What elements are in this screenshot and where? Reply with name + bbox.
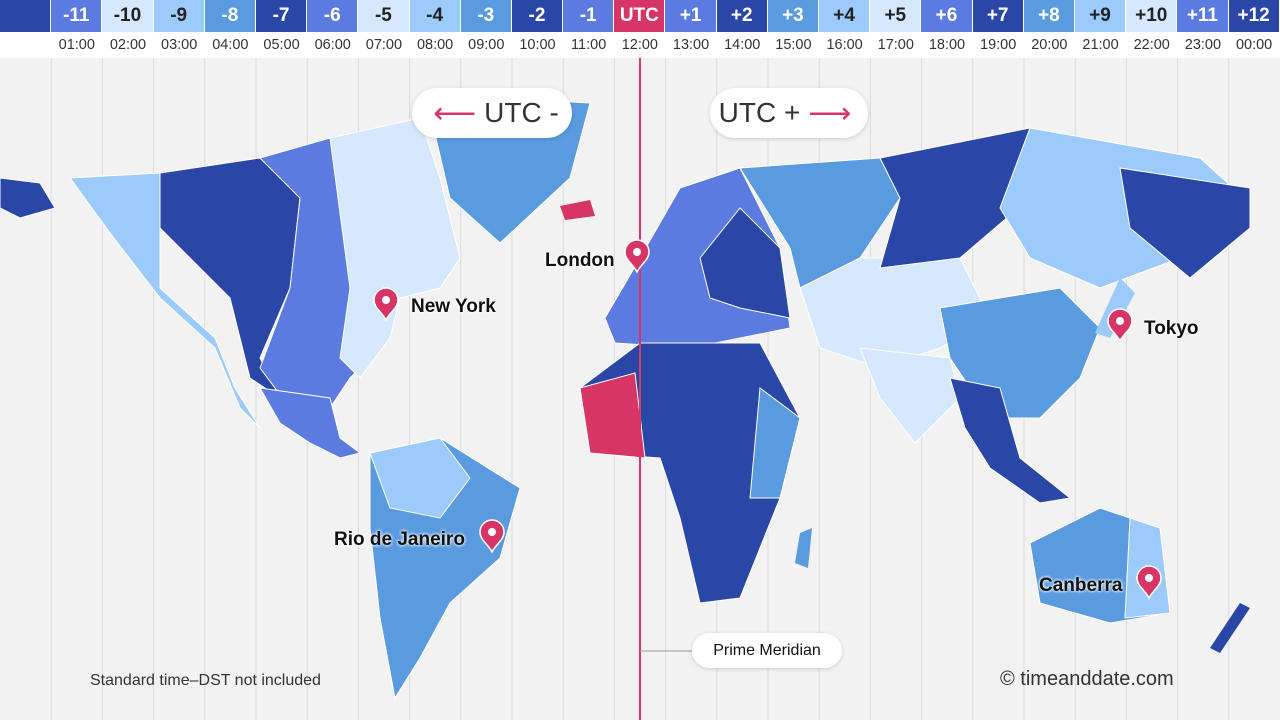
north-america-west — [69, 172, 261, 429]
zone-time: 14:00 — [724, 37, 761, 53]
zone-time: 19:00 — [980, 37, 1017, 53]
zone-cell: +12 — [1228, 0, 1280, 32]
zone-cell — [0, 0, 52, 32]
zone-cell: +6 — [921, 0, 973, 32]
utc-offset-bar: -11 -10 -9 -8 -7 -6 -5 -4 -3 -2 -1 UTC +1 +2 +3 +4 +5 +6 +… — [0, 0, 1280, 32]
copyright[interactable]: © timeanddate.com — [1000, 668, 1174, 690]
city-label-new-york: New York — [411, 296, 496, 317]
utc-plus-label: UTC + ⟶ — [710, 88, 868, 138]
utc-plus-text: UTC + — [718, 97, 801, 128]
zone-time: 01:00 — [58, 37, 95, 53]
location-pin-icon[interactable] — [479, 519, 505, 554]
far-east — [1119, 167, 1251, 279]
south-asia — [859, 347, 961, 444]
location-pin-icon[interactable] — [1136, 565, 1162, 600]
zone-cell: +11 — [1177, 0, 1229, 32]
zone-time: 00:00 — [1235, 37, 1273, 53]
arrow-right-icon: ⟶ — [808, 96, 852, 130]
zone-cell: +3 — [767, 0, 819, 32]
zone-time: 03:00 — [161, 37, 198, 53]
location-pin-icon[interactable] — [373, 287, 399, 322]
zone-time: 21:00 — [1082, 37, 1119, 53]
zone-time: 11:00 — [571, 37, 607, 53]
zone-time: 07:00 — [365, 37, 403, 53]
zone-time: 20:00 — [1031, 37, 1068, 53]
zone-time: 13:00 — [672, 37, 710, 53]
zone-time: 15:00 — [775, 37, 812, 53]
zone-cell: -4 — [409, 0, 461, 32]
prime-meridian-label: Prime Meridian — [692, 633, 842, 668]
iceland — [560, 200, 595, 220]
zone-cell: -11 — [51, 0, 103, 32]
zone-time: 05:00 — [263, 37, 300, 53]
south-america-north — [369, 437, 471, 519]
zone-cell: +5 — [870, 0, 922, 32]
zone-time: 22:00 — [1133, 37, 1170, 53]
alaska — [0, 177, 56, 219]
city-label-tokyo: Tokyo — [1144, 318, 1199, 339]
west-africa — [579, 372, 646, 459]
central-america — [259, 387, 362, 459]
east-africa — [749, 387, 801, 499]
zone-cell: -7 — [255, 0, 308, 32]
zone-cell: -3 — [460, 0, 512, 32]
zone-time: 23:00 — [1184, 37, 1222, 53]
zone-time — [0, 32, 51, 58]
local-time-row: 01:00 02:00 03:00 04:00 05:00 06:00 07:00 08:00… — [0, 32, 1280, 58]
madagascar — [795, 528, 812, 568]
utc-minus-label: ⟵ UTC - — [412, 88, 572, 138]
zone-time: 12:00 — [621, 37, 658, 53]
city-label-rio: Rio de Janeiro — [334, 529, 465, 550]
zone-cell: -1 — [563, 0, 615, 32]
city-label-canberra: Canberra — [1039, 575, 1123, 596]
city-label-london: London — [545, 250, 615, 271]
zone-cell: +8 — [1023, 0, 1075, 32]
eastern-europe — [699, 207, 791, 319]
location-pin-icon[interactable] — [624, 239, 650, 274]
zone-time: 10:00 — [519, 37, 556, 53]
zone-cell: -2 — [511, 0, 564, 32]
zone-cell: +1 — [665, 0, 717, 32]
footnote: Standard time–DST not included — [90, 672, 321, 689]
zone-cell: UTC — [614, 0, 666, 32]
zone-time: 02:00 — [109, 37, 147, 53]
zone-cell: -8 — [204, 0, 256, 32]
zone-cell: -5 — [358, 0, 410, 32]
utc-minus-text: UTC - — [484, 97, 559, 128]
zone-cell: +10 — [1126, 0, 1178, 32]
zone-time: 06:00 — [314, 37, 351, 53]
zone-time: 17:00 — [877, 37, 914, 53]
zone-time: 18:00 — [928, 37, 966, 53]
eastern-canada-us — [329, 117, 461, 379]
zone-cell: -9 — [153, 0, 205, 32]
arrow-left-icon: ⟵ — [433, 96, 477, 130]
zone-time: 04:00 — [212, 37, 249, 53]
japan — [1095, 278, 1135, 338]
location-pin-icon[interactable] — [1107, 308, 1133, 343]
zone-time: 16:00 — [826, 37, 863, 53]
zone-time: 09:00 — [468, 37, 505, 53]
zone-cell: +7 — [972, 0, 1024, 32]
zone-cell: -6 — [307, 0, 359, 32]
zone-cell: +4 — [819, 0, 871, 32]
zone-time: 08:00 — [416, 37, 454, 53]
zone-cell: +9 — [1074, 0, 1127, 32]
new-zealand — [1210, 603, 1250, 653]
zone-cell: -10 — [102, 0, 154, 32]
zone-cell: +2 — [716, 0, 768, 32]
southeast-asia — [949, 377, 1072, 504]
world-map — [0, 58, 1251, 720]
